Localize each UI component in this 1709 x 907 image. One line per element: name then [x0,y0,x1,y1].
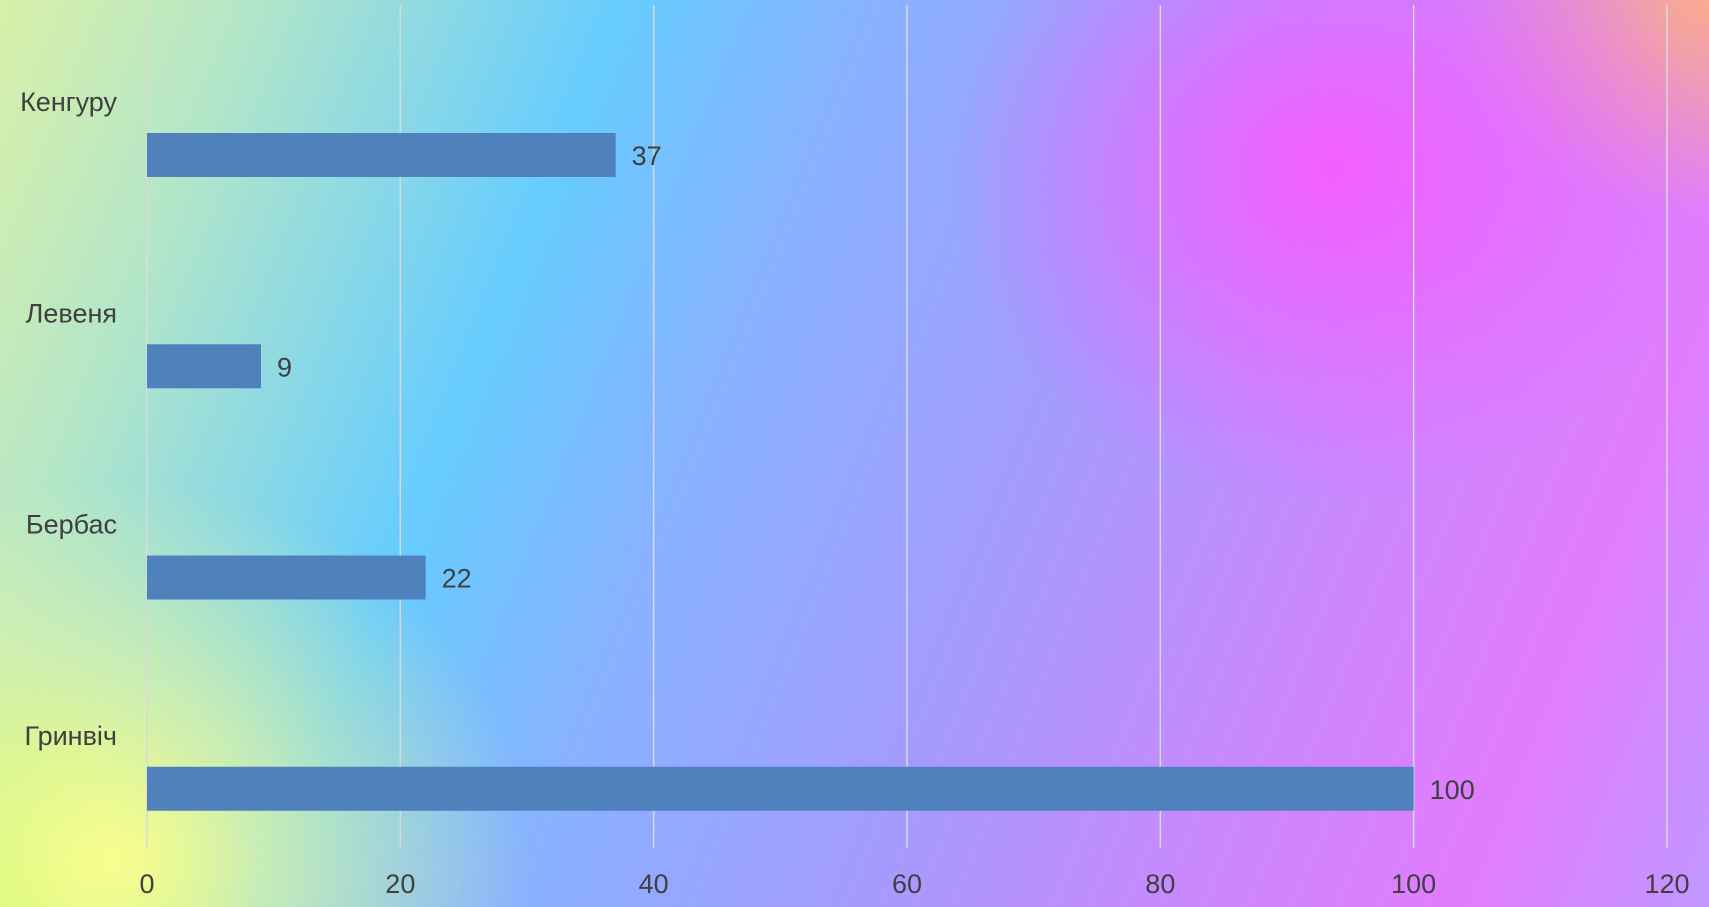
x-tick-label-60: 60 [892,869,922,899]
x-tick-label-40: 40 [639,869,669,899]
category-label: Левеня [26,298,117,328]
gridlines [146,5,1668,848]
x-tick-label-0: 0 [139,869,154,899]
bar-1 [147,133,616,177]
x-tick-label-100: 100 [1391,869,1436,899]
data-label: 9 [277,352,292,382]
category-label: Гринвіч [24,721,117,751]
bar-4 [147,766,1414,811]
category-label: Бербас [26,510,117,540]
x-tick-label-120: 120 [1644,869,1689,899]
data-labels: 37 9 22 100 [277,141,1475,805]
category-label: Кенгуру [20,87,117,117]
x-tick-label-20: 20 [385,869,415,899]
data-label: 100 [1430,775,1475,805]
bars [147,133,1414,811]
category-labels: Кенгуру Левеня Бербас Гринвіч [20,87,117,751]
bar-2 [147,344,261,389]
data-label: 22 [442,564,472,594]
x-tick-label-80: 80 [1145,869,1175,899]
bar-3 [147,555,426,600]
data-label: 37 [632,141,662,171]
x-axis-tick-labels: 0 20 40 60 80 100 120 [139,869,1689,899]
